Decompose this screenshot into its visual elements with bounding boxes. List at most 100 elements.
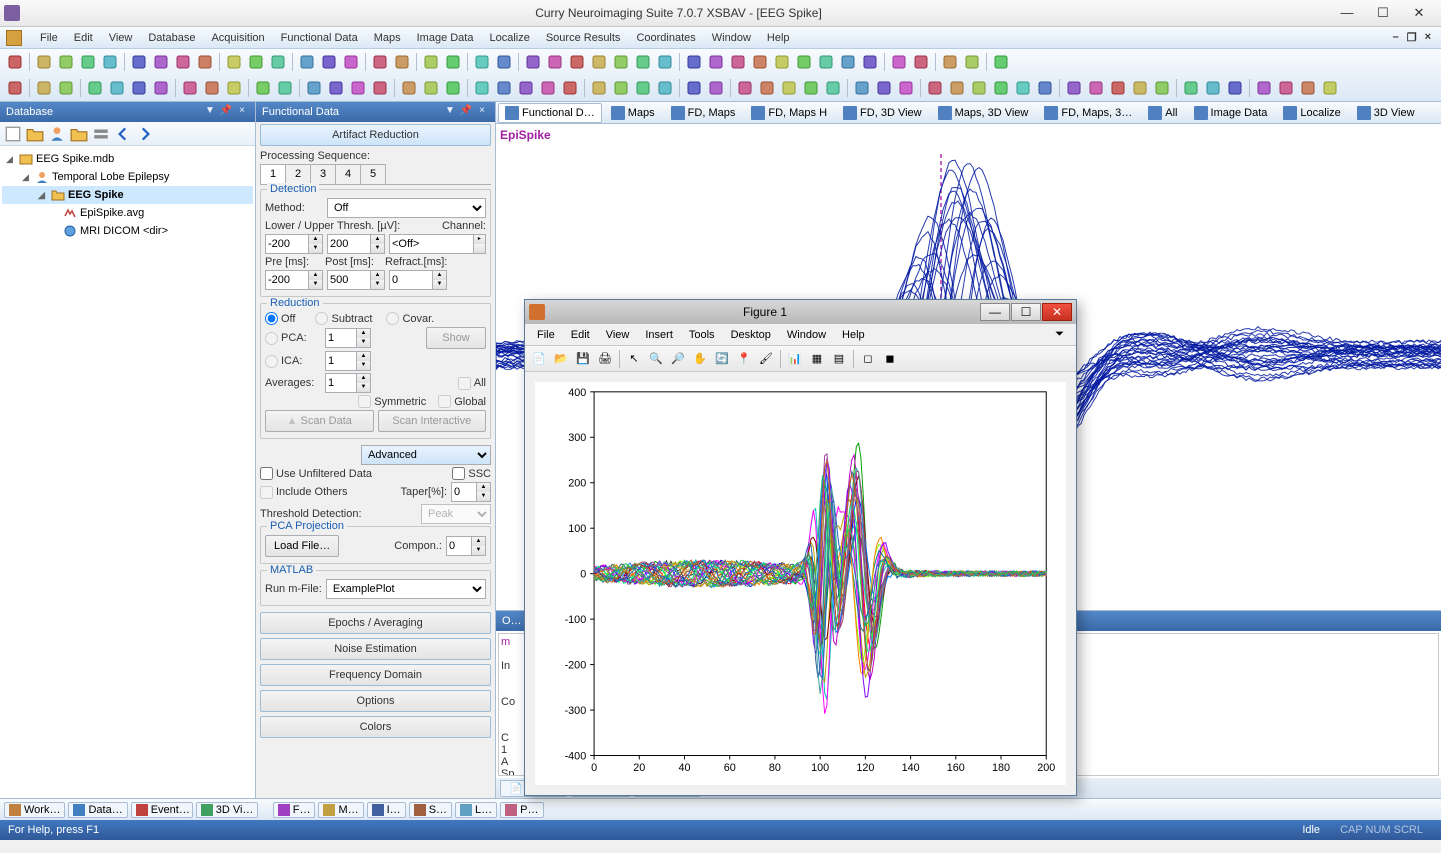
tree-patient[interactable]: ◢ Temporal Lobe Epilepsy [2,168,253,186]
upper-thresh-input[interactable]: ▲▼ [327,234,385,254]
toolbar-icon[interactable] [85,78,105,98]
app-menu-icon[interactable] [6,30,22,46]
ssc-check[interactable]: SSC [452,467,491,480]
scan-data-button[interactable]: ▲ Scan Data [265,410,374,432]
thresh-detection-select[interactable]: Peak [421,504,491,524]
toolbar-icon[interactable] [896,78,916,98]
toolbar-icon[interactable] [34,78,54,98]
toolbar-icon[interactable] [275,78,295,98]
matlab-tool-icon[interactable]: ✋ [690,349,710,369]
task-tab[interactable]: Data… [68,802,127,818]
matlab-menu-edit[interactable]: Edit [563,327,598,343]
fd-pin-icon[interactable]: 📌 [459,105,473,119]
db-new-icon[interactable] [4,125,22,143]
task-tab[interactable]: I… [367,802,406,818]
matlab-menu-tools[interactable]: Tools [681,327,723,343]
view-tab[interactable]: Functional D… [498,103,602,123]
task-tab[interactable]: Work… [4,802,65,818]
menu-functional-data[interactable]: Functional Data [273,30,366,46]
toolbar-icon[interactable] [874,78,894,98]
db-open-icon[interactable] [26,125,44,143]
toolbar-icon[interactable] [1298,78,1318,98]
toolbar-icon[interactable] [794,52,814,72]
load-file-button[interactable]: Load File… [265,535,339,557]
toolbar-icon[interactable] [852,78,872,98]
seq-tab-4[interactable]: 4 [335,164,361,184]
view-tab[interactable]: Maps [604,103,662,123]
mdi-close[interactable]: × [1421,31,1435,44]
toolbar-icon[interactable] [860,52,880,72]
close-button[interactable]: ✕ [1401,3,1437,23]
epochs-button[interactable]: Epochs / Averaging [260,612,491,634]
toolbar-icon[interactable] [341,52,361,72]
view-tab[interactable]: All [1141,103,1184,123]
task-tab[interactable]: S… [409,802,452,818]
seq-tab-5[interactable]: 5 [360,164,386,184]
toolbar-icon[interactable] [443,52,463,72]
matlab-tool-icon[interactable]: 🖨 [595,349,615,369]
matlab-tool-icon[interactable]: ↖ [624,349,644,369]
db-prev-icon[interactable] [114,125,132,143]
toolbar-icon[interactable] [706,78,726,98]
toolbar-icon[interactable] [326,78,346,98]
toolbar-icon[interactable] [655,78,675,98]
fd-dropdown-icon[interactable]: ▼ [443,105,457,119]
toolbar-icon[interactable] [1130,78,1150,98]
toolbar-icon[interactable] [180,78,200,98]
reduction-ica-radio[interactable]: ICA: [265,355,321,368]
toolbar-icon[interactable] [472,52,492,72]
toolbar-icon[interactable] [801,78,821,98]
view-tab[interactable]: FD, Maps H [744,103,834,123]
matlab-tool-icon[interactable]: 📂 [551,349,571,369]
toolbar-icon[interactable] [757,78,777,98]
toolbar-icon[interactable] [772,52,792,72]
toolbar-icon[interactable] [925,78,945,98]
panel-close-icon[interactable]: × [235,105,249,119]
toolbar-icon[interactable] [991,78,1011,98]
minimize-button[interactable]: — [1329,3,1365,23]
matlab-titlebar[interactable]: Figure 1 — ☐ ✕ [525,300,1076,324]
db-refresh-icon[interactable] [92,125,110,143]
toolbar-icon[interactable] [991,52,1011,72]
channel-input[interactable]: ▸ [389,234,486,254]
matlab-tool-icon[interactable]: 🔎 [668,349,688,369]
reduction-pca-radio[interactable]: PCA: [265,332,321,345]
toolbar-icon[interactable] [1225,78,1245,98]
seq-tab-3[interactable]: 3 [310,164,336,184]
mdi-minimize[interactable]: – [1389,31,1403,44]
matlab-tool-icon[interactable]: 🔄 [712,349,732,369]
frequency-button[interactable]: Frequency Domain [260,664,491,686]
toolbar-icon[interactable] [56,78,76,98]
toolbar-icon[interactable] [421,52,441,72]
toolbar-icon[interactable] [633,52,653,72]
noise-button[interactable]: Noise Estimation [260,638,491,660]
view-tab[interactable]: FD, 3D View [836,103,929,123]
toolbar-icon[interactable] [129,78,149,98]
toolbar-icon[interactable] [611,78,631,98]
toolbar-icon[interactable] [494,52,514,72]
maximize-button[interactable]: ☐ [1365,3,1401,23]
matlab-tool-icon[interactable]: ◼ [880,349,900,369]
toolbar-icon[interactable] [516,78,536,98]
matlab-tool-icon[interactable]: 🔍 [646,349,666,369]
reduction-subtract-radio[interactable]: Subtract [315,312,372,325]
toolbar-icon[interactable] [611,52,631,72]
toolbar-icon[interactable] [838,52,858,72]
toolbar-icon[interactable] [1035,78,1055,98]
global-check[interactable]: Global [438,395,486,408]
menu-help[interactable]: Help [759,30,798,46]
lower-thresh-input[interactable]: ▲▼ [265,234,323,254]
toolbar-icon[interactable] [399,78,419,98]
colors-button[interactable]: Colors [260,716,491,738]
symmetric-check[interactable]: Symmetric [358,395,426,408]
toolbar-icon[interactable] [1064,78,1084,98]
toolbar-icon[interactable] [5,78,25,98]
toolbar-icon[interactable] [706,52,726,72]
matlab-figure-window[interactable]: Figure 1 — ☐ ✕ FileEditViewInsertToolsDe… [524,299,1077,796]
method-select[interactable]: Off [327,198,486,218]
refract-input[interactable]: ▲▼ [389,270,447,290]
matlab-tool-icon[interactable]: 📄 [529,349,549,369]
db-next-icon[interactable] [136,125,154,143]
seq-tab-1[interactable]: 1 [260,164,286,184]
toolbar-icon[interactable] [1181,78,1201,98]
